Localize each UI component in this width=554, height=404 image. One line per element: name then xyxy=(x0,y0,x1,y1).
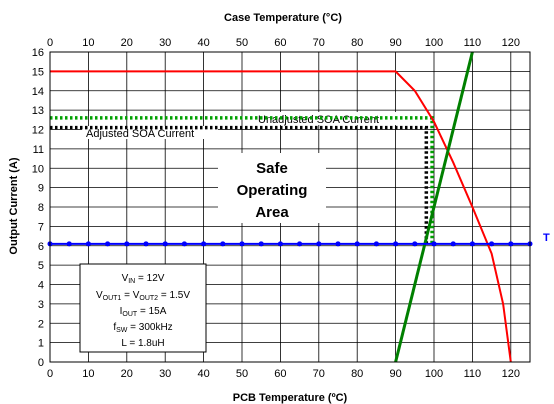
operating-current-marker xyxy=(297,241,303,247)
condition-fsw: fSW = 300kHz xyxy=(113,322,172,334)
top-tick-label: 80 xyxy=(351,37,363,49)
top-tick-label: 50 xyxy=(236,37,248,49)
top-tick-label: 40 xyxy=(197,37,209,49)
x-tick-label: 20 xyxy=(121,368,133,380)
top-tick-label: 30 xyxy=(159,37,171,49)
operating-current-marker xyxy=(66,241,72,247)
x-tick-label: 0 xyxy=(47,368,53,380)
safe-area-bg xyxy=(218,153,326,223)
operating-current-marker xyxy=(105,241,111,247)
right-edge-label: T xyxy=(543,232,550,244)
adjusted-soa-line xyxy=(50,125,429,244)
x-axis-title: PCB Temperature (ºC) xyxy=(233,392,348,404)
operating-current-marker xyxy=(335,241,341,247)
y-tick-label: 9 xyxy=(38,183,44,195)
top-tick-label: 60 xyxy=(274,37,286,49)
operating-current-marker xyxy=(258,241,264,247)
unadjusted-soa-label: Unadjusted SOA Current xyxy=(258,114,379,126)
operating-current-marker xyxy=(181,241,187,247)
y-tick-label: 2 xyxy=(38,318,44,330)
y-tick-label: 1 xyxy=(38,338,44,350)
condition-vout: VOUT1 = VOUT2 = 1.5V xyxy=(96,290,190,302)
top-tick-label: 20 xyxy=(121,37,133,49)
operating-current-marker xyxy=(239,241,245,247)
y-tick-label: 3 xyxy=(38,299,44,311)
x-tick-label: 120 xyxy=(502,368,520,380)
operating-current-marker xyxy=(220,241,226,247)
x-tick-label: 40 xyxy=(197,368,209,380)
safe-area-line-1: Safe xyxy=(256,160,288,177)
bottom-tick-labels: 0 10 20 30 40 50 60 70 80 90 100 110 120 xyxy=(47,368,520,380)
y-tick-label: 12 xyxy=(32,125,44,137)
operating-current-marker xyxy=(316,241,322,247)
top-axis-title: Case Temperature (°C) xyxy=(224,12,342,24)
top-tick-label: 10 xyxy=(82,37,94,49)
operating-current-marker xyxy=(162,241,168,247)
series-layer xyxy=(47,51,533,363)
y-tick-label: 11 xyxy=(33,144,44,156)
operating-current-marker xyxy=(469,241,475,247)
operating-current-marker xyxy=(450,241,456,247)
operating-current-marker xyxy=(489,241,495,247)
conditions-box xyxy=(79,263,207,353)
condition-inductance: L = 1.8uH xyxy=(121,338,164,349)
x-tick-label: 80 xyxy=(351,368,363,380)
unadjusted-label-bg xyxy=(254,112,412,125)
top-tick-labels: 0 10 20 30 40 50 60 70 80 90 100 110 120 xyxy=(47,37,520,49)
plot-frame xyxy=(49,51,531,363)
operating-current-marker xyxy=(354,241,360,247)
y-tick-label: 4 xyxy=(38,280,44,292)
x-tick-label: 10 xyxy=(82,368,94,380)
y-tick-label: 16 xyxy=(32,47,44,59)
derating-curve-line xyxy=(50,70,512,363)
case-temperature-line xyxy=(394,51,474,363)
operating-current-marker xyxy=(431,241,437,247)
top-tick-label: 100 xyxy=(425,37,443,49)
x-tick-label: 30 xyxy=(159,368,171,380)
safe-area-line-3: Area xyxy=(255,204,289,221)
operating-current-marker xyxy=(143,241,149,247)
y-tick-label: 0 xyxy=(38,357,44,369)
top-tick-label: 110 xyxy=(464,37,482,49)
condition-vin: VIN = 12V xyxy=(122,273,165,285)
safe-area-line-2: Operating xyxy=(237,182,308,199)
operating-current-marker xyxy=(393,241,399,247)
top-tick-label: 120 xyxy=(502,37,520,49)
operating-current-marker xyxy=(124,241,130,247)
x-tick-label: 50 xyxy=(236,368,248,380)
operating-current-marker xyxy=(508,241,514,247)
operating-current-marker xyxy=(277,241,283,247)
condition-iout: IOUT = 15A xyxy=(120,306,167,318)
y-tick-label: 8 xyxy=(38,202,44,214)
top-tick-label: 90 xyxy=(389,37,401,49)
top-tick-label: 0 xyxy=(47,37,53,49)
y-tick-label: 15 xyxy=(32,66,44,78)
x-tick-label: 110 xyxy=(464,368,482,380)
top-tick-label: 70 xyxy=(313,37,325,49)
y-tick-label: 10 xyxy=(32,163,44,175)
y-axis-title: Output Current (A) xyxy=(8,157,20,254)
operating-current-marker xyxy=(412,241,418,247)
y-tick-label: 7 xyxy=(38,221,44,233)
y-tick-label: 13 xyxy=(32,105,44,117)
x-tick-label: 70 xyxy=(313,368,325,380)
operating-current-marker xyxy=(201,241,207,247)
y-tick-label: 6 xyxy=(38,241,44,253)
y-tick-label: 14 xyxy=(32,86,44,98)
operating-current-marker xyxy=(373,241,379,247)
x-tick-label: 60 xyxy=(274,368,286,380)
x-tick-label: 90 xyxy=(389,368,401,380)
x-tick-label: 100 xyxy=(425,368,443,380)
operating-current-marker xyxy=(85,241,91,247)
y-tick-label: 5 xyxy=(38,260,44,272)
adjusted-soa-label: Adjusted SOA Current xyxy=(86,128,194,140)
